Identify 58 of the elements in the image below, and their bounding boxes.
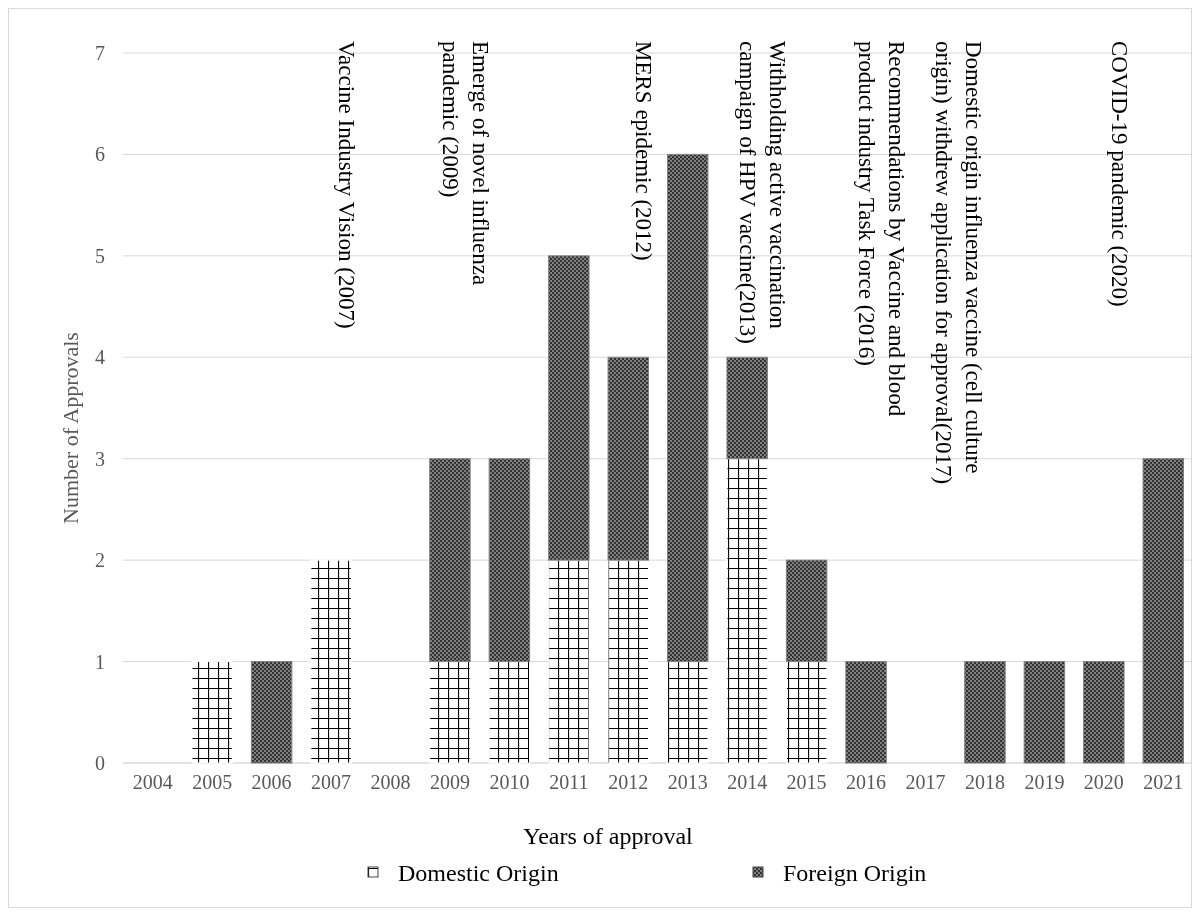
x-tick-label: 2017 <box>905 771 946 793</box>
x-tick-label: 2013 <box>667 771 708 793</box>
bar <box>607 559 649 764</box>
y-tick-label: 7 <box>95 42 105 64</box>
y-axis-title: Number of Approvals <box>58 332 83 524</box>
y-tick-label: 0 <box>95 752 105 774</box>
x-tick-label: 2004 <box>132 771 173 793</box>
annotation: Recommendations by Vaccine and blood product industry Task Force (2016) <box>854 41 910 417</box>
bar <box>548 255 590 561</box>
bar <box>429 458 471 663</box>
legend-label: Foreign Origin <box>783 860 927 886</box>
x-tick-label: 2020 <box>1083 771 1124 793</box>
x-tick-label: 2009 <box>429 771 470 793</box>
bar <box>964 661 1006 764</box>
x-tick-label: 2005 <box>192 771 233 793</box>
bar <box>310 559 352 764</box>
x-tick-label: 2012 <box>608 771 649 793</box>
x-tick-label: 2019 <box>1024 771 1065 793</box>
bar <box>1023 661 1066 764</box>
annotation: Domestic origin influenza vaccine (cell culture origin) withdrew application for approval(2017) <box>931 41 987 485</box>
y-tick-label: 6 <box>95 143 105 166</box>
bar <box>250 661 293 764</box>
x-tick-label: 2018 <box>964 771 1005 793</box>
x-tick-label: 2016 <box>846 771 887 793</box>
annotation: MERS epidemic (2012) <box>631 41 657 261</box>
y-tick-label: 3 <box>95 447 105 470</box>
bar <box>488 458 531 663</box>
bar <box>1142 458 1184 764</box>
bar <box>607 356 649 561</box>
bar <box>726 458 768 764</box>
x-tick-label: 2015 <box>786 771 827 793</box>
bar <box>1083 661 1125 764</box>
x-tick-label: 2006 <box>251 771 292 793</box>
y-tick-label: 4 <box>95 346 105 369</box>
x-tick-label: 2008 <box>370 771 411 793</box>
bar <box>429 661 471 764</box>
bar <box>548 559 590 764</box>
x-tick-label: 2010 <box>489 771 530 793</box>
bar <box>845 661 887 764</box>
bar <box>785 661 828 764</box>
annotation: Emerge of novel influenza pandemic (2009) <box>437 41 493 286</box>
bar <box>785 559 828 663</box>
annotation: Withholding active vaccination campaign of HPV vaccine(2013) <box>735 41 791 344</box>
x-tick-label: 2011 <box>549 771 589 793</box>
bar <box>726 356 768 460</box>
annotation: COVID-19 pandemic (2020) <box>1106 41 1132 307</box>
y-tick-label: 1 <box>95 650 105 673</box>
annotation: Vaccine Industry Vision (2007) <box>334 41 360 329</box>
bar <box>488 661 531 764</box>
x-tick-label: 2007 <box>311 771 352 793</box>
bar <box>667 153 709 663</box>
bar <box>667 661 709 764</box>
x-axis-title: Years of approval <box>523 823 694 849</box>
y-tick-label: 2 <box>95 549 105 572</box>
legend-label: Domestic Origin <box>398 860 559 886</box>
y-tick-label: 5 <box>95 244 105 267</box>
x-tick-label: 2014 <box>727 771 768 793</box>
x-tick-label: 2021 <box>1143 771 1184 793</box>
